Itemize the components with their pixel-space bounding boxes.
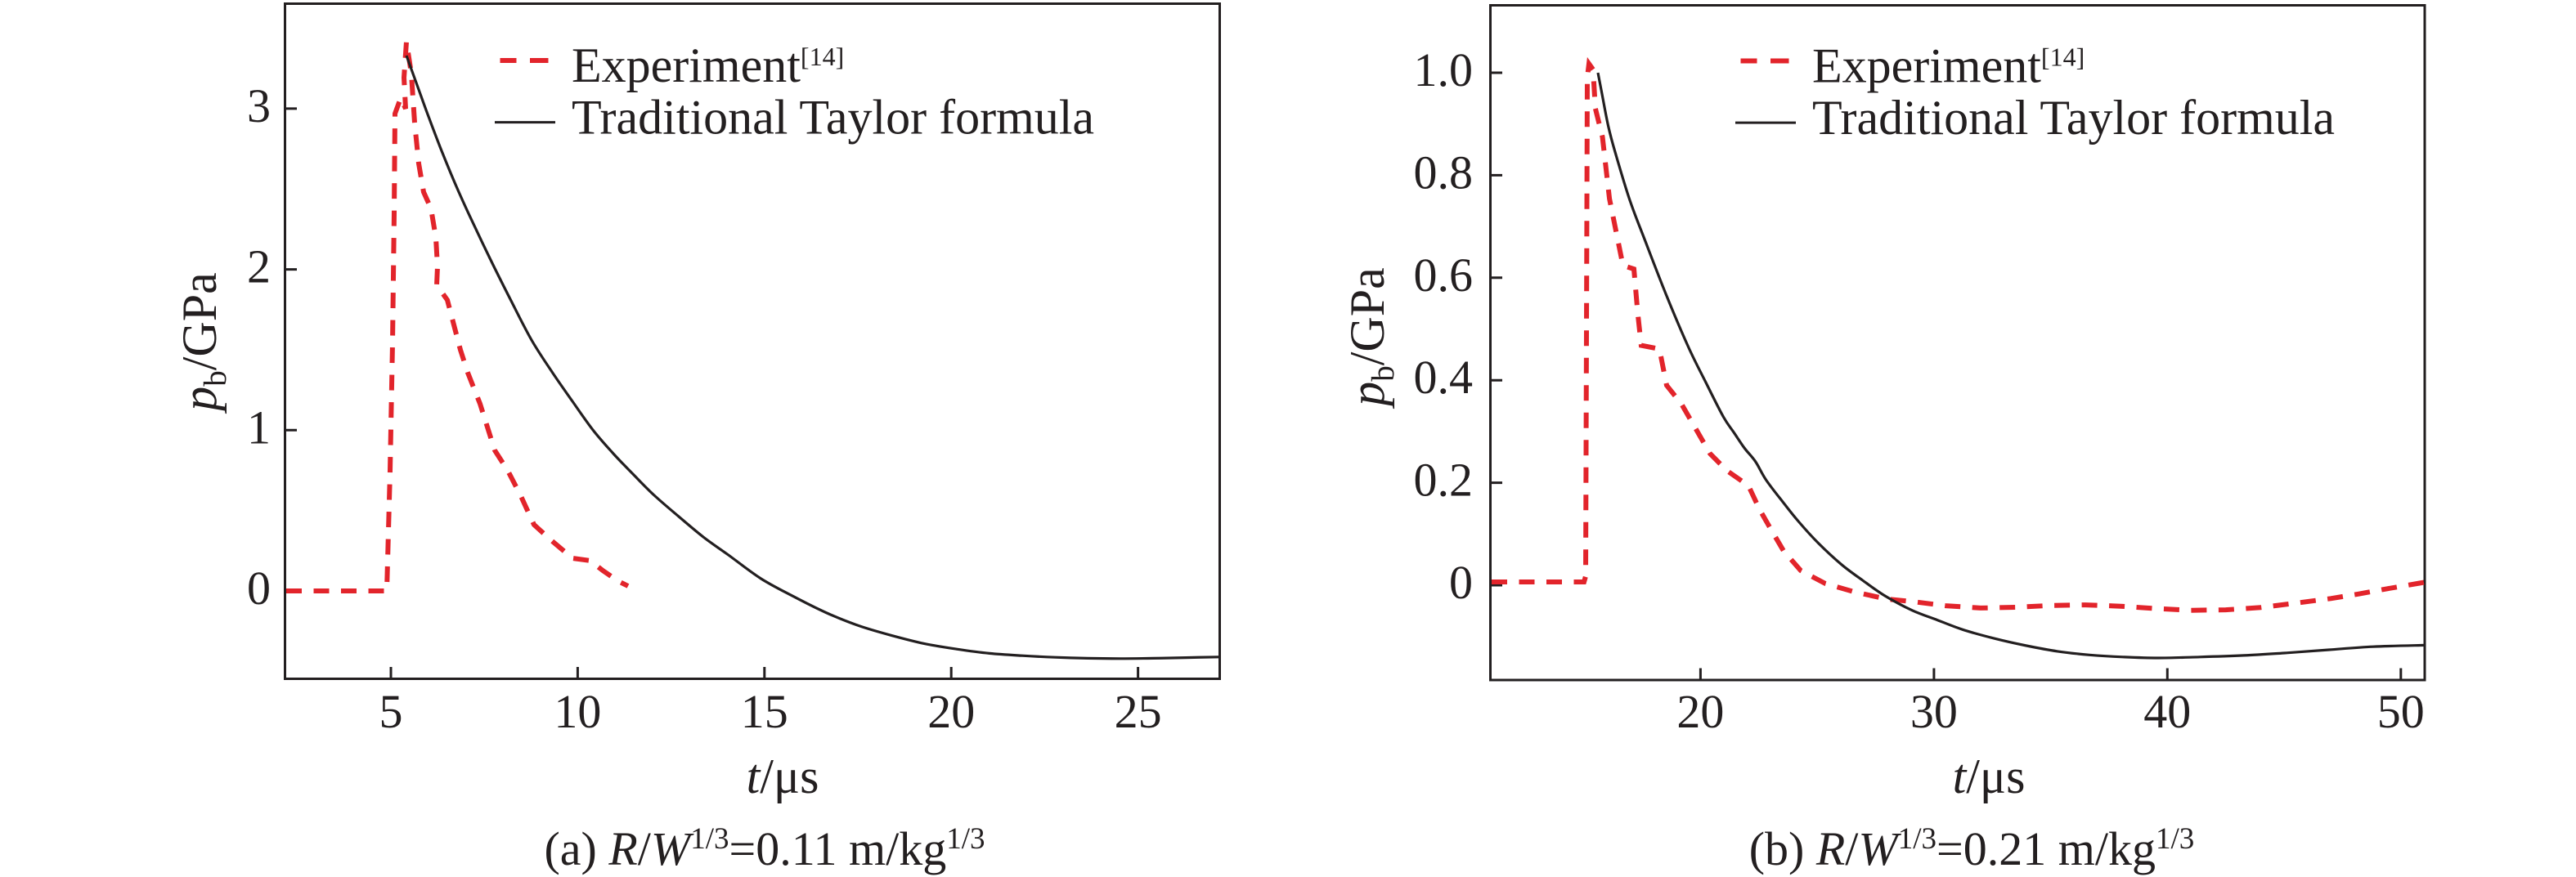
svg-text:15: 15 — [741, 685, 788, 738]
svg-text:t/μs: t/μs — [1953, 749, 2026, 803]
svg-text:(b) R/W1/3=0.21 m/kg1/3: (b) R/W1/3=0.21 m/kg1/3 — [1749, 822, 2195, 875]
svg-text:20: 20 — [1676, 685, 1724, 738]
svg-text:25: 25 — [1115, 685, 1162, 738]
svg-text:Traditional Taylor formula: Traditional Taylor formula — [1812, 91, 2335, 145]
svg-text:50: 50 — [2377, 685, 2425, 738]
svg-text:40: 40 — [2143, 685, 2191, 738]
svg-text:Experiment[14]: Experiment[14] — [572, 38, 844, 92]
svg-text:3: 3 — [247, 79, 271, 132]
svg-text:1.0: 1.0 — [1414, 43, 1474, 96]
svg-text:0: 0 — [247, 562, 271, 615]
svg-text:0.4: 0.4 — [1414, 351, 1474, 404]
svg-text:30: 30 — [1910, 685, 1958, 738]
svg-text:Experiment[14]: Experiment[14] — [1812, 39, 2085, 93]
svg-text:0.8: 0.8 — [1414, 145, 1474, 199]
svg-text:10: 10 — [554, 685, 601, 738]
svg-text:5: 5 — [379, 685, 403, 738]
svg-text:t/μs: t/μs — [747, 749, 819, 803]
svg-text:20: 20 — [927, 685, 975, 738]
svg-text:1: 1 — [247, 400, 271, 454]
svg-text:pb/GPa: pb/GPa — [1340, 267, 1401, 409]
svg-text:0: 0 — [1449, 556, 1473, 609]
svg-text:Traditional Taylor formula: Traditional Taylor formula — [572, 91, 1094, 145]
svg-text:0.2: 0.2 — [1414, 454, 1474, 507]
svg-text:0.6: 0.6 — [1414, 248, 1474, 302]
svg-text:pb/GPa: pb/GPa — [173, 272, 233, 414]
svg-text:(a) R/W1/3=0.11 m/kg1/3: (a) R/W1/3=0.11 m/kg1/3 — [544, 822, 985, 875]
svg-text:2: 2 — [247, 240, 271, 293]
